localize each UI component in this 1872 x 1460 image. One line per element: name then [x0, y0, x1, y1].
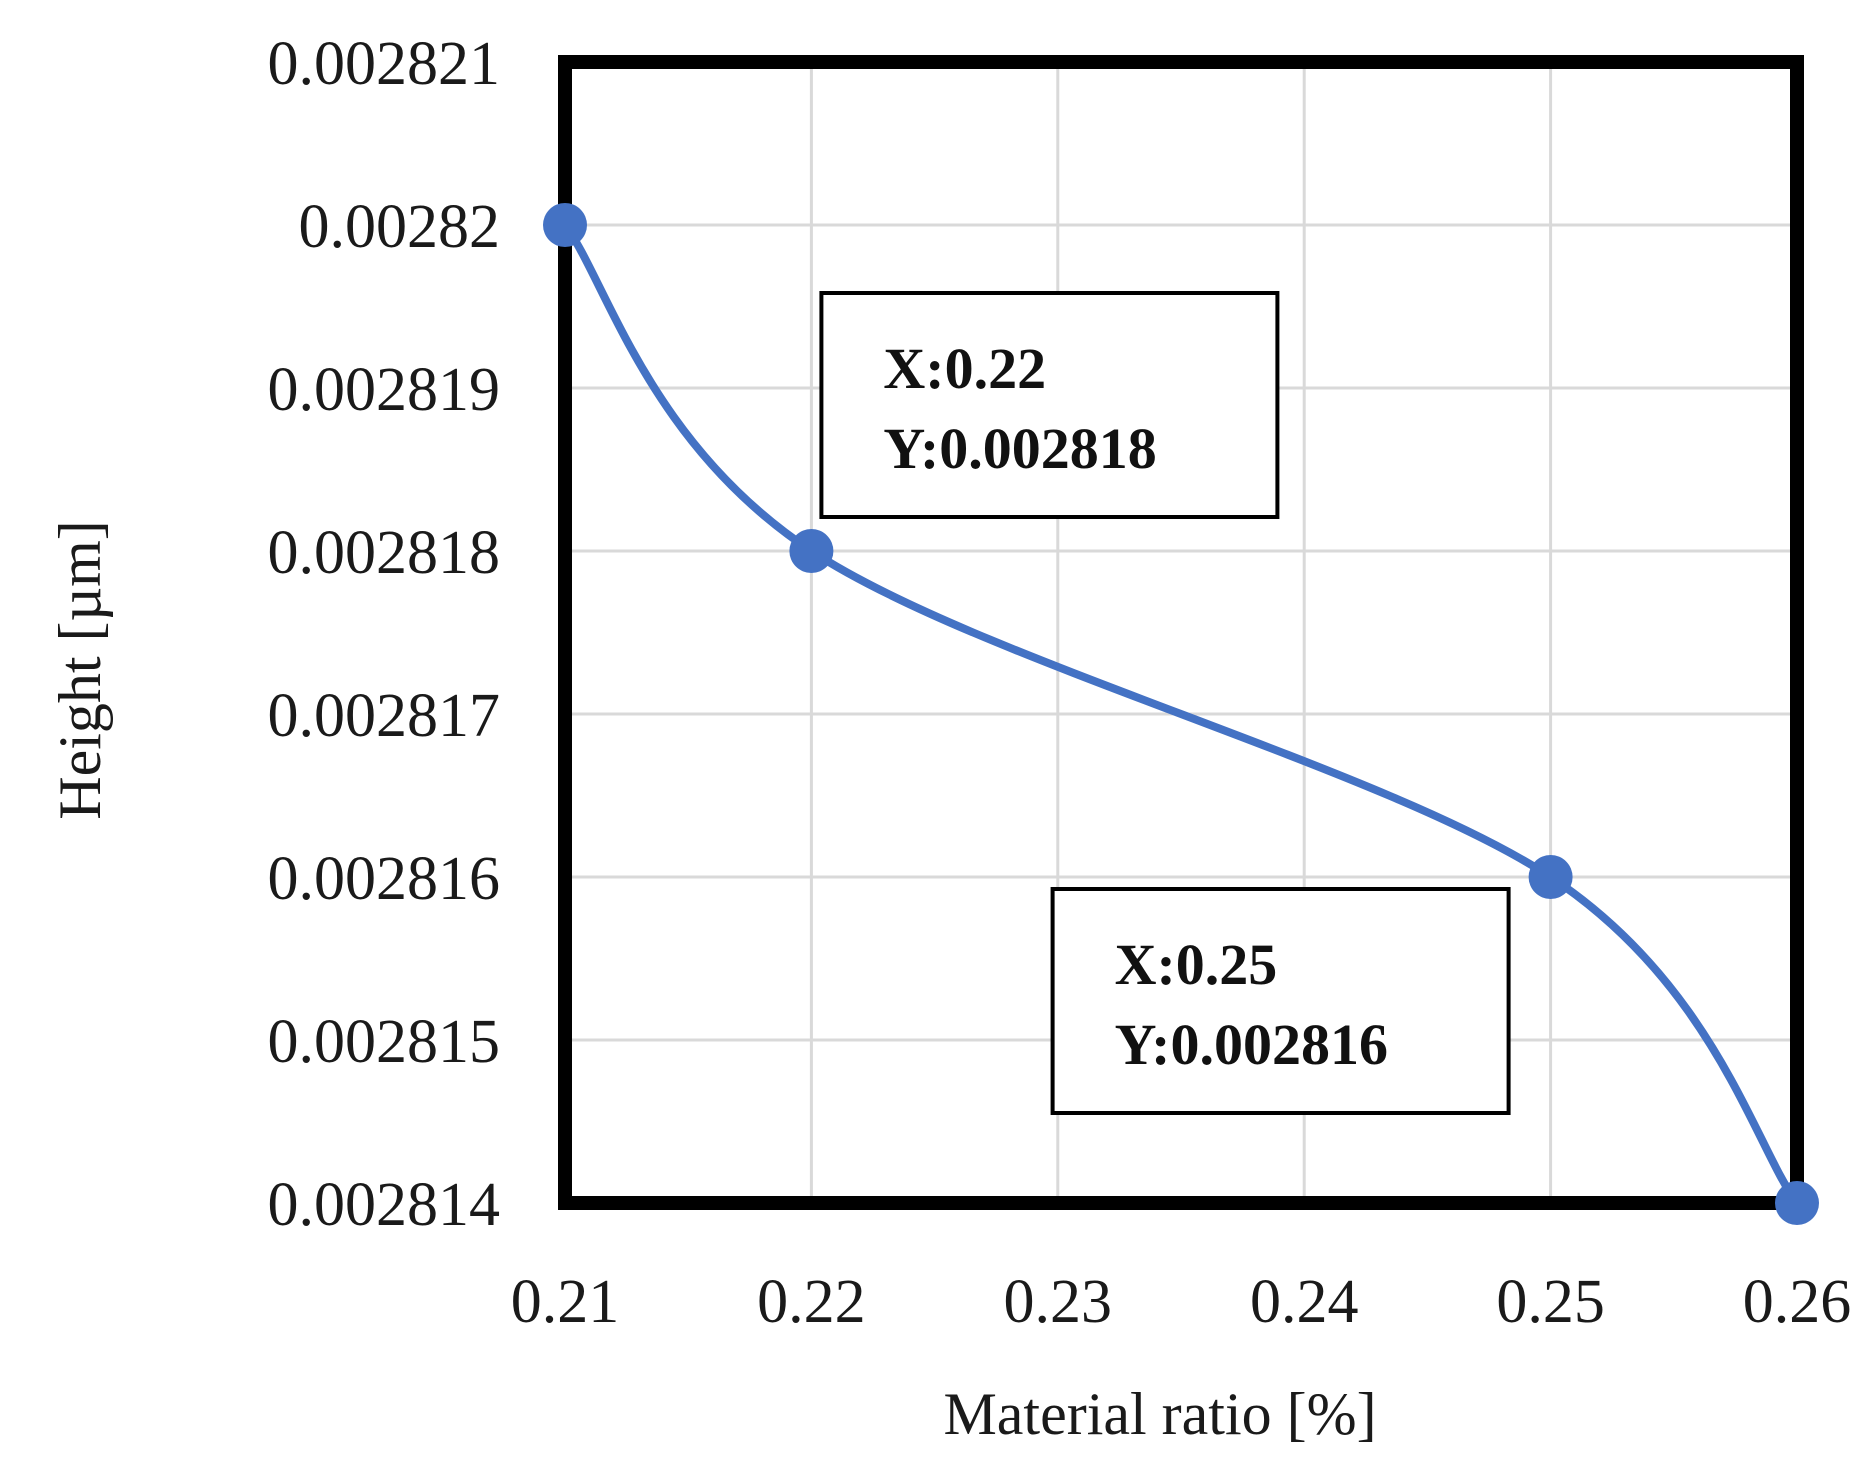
marker-layer [543, 203, 1819, 1225]
annotation-box [819, 291, 1280, 519]
annotation-y-label: Y:0.002816 [1115, 1012, 1388, 1077]
x-tick-label: 0.25 [1496, 1268, 1605, 1336]
data-point-marker [1775, 1181, 1819, 1225]
curve-layer [561, 221, 1801, 1207]
x-tick-label: 0.24 [1250, 1268, 1359, 1336]
x-tick-label: 0.23 [1004, 1268, 1113, 1336]
annotation-y-label: Y:0.002818 [883, 416, 1156, 481]
data-point-marker [543, 203, 587, 247]
x-tick-label: 0.21 [511, 1268, 620, 1336]
annotation-layer: X:0.22 Y:0.002818 X:0.25 Y:0.002816 [819, 291, 1511, 1115]
y-tick-label: 0.002816 [268, 845, 501, 913]
x-tick-labels: 0.21 0.22 0.23 0.24 0.25 0.26 [511, 1268, 1852, 1336]
data-point-marker [1528, 855, 1573, 899]
y-tick-label: 0.002815 [268, 1008, 501, 1076]
data-point-marker [789, 529, 834, 573]
y-tick-label: 0.002818 [268, 519, 501, 587]
annotation-x-label: X:0.22 [883, 336, 1046, 401]
y-axis-title: Height [µm] [47, 520, 113, 820]
y-tick-labels: 0.002814 0.002815 0.002816 0.002817 0.002818… [268, 30, 501, 1239]
series-line [561, 221, 1801, 1207]
plot-frame [558, 55, 1804, 1210]
y-tick-label: 0.002819 [268, 356, 501, 424]
y-tick-label: 0.002814 [268, 1171, 501, 1239]
y-tick-label: 0.00282 [299, 193, 501, 261]
x-axis-title: Material ratio [%] [943, 1381, 1376, 1447]
annotation-box [1050, 887, 1511, 1115]
x-tick-label: 0.26 [1743, 1268, 1852, 1336]
y-tick-label: 0.002821 [268, 30, 501, 98]
y-tick-label: 0.002817 [268, 682, 501, 750]
annotation-x-label: X:0.25 [1115, 932, 1278, 997]
x-tick-label: 0.22 [757, 1268, 866, 1336]
